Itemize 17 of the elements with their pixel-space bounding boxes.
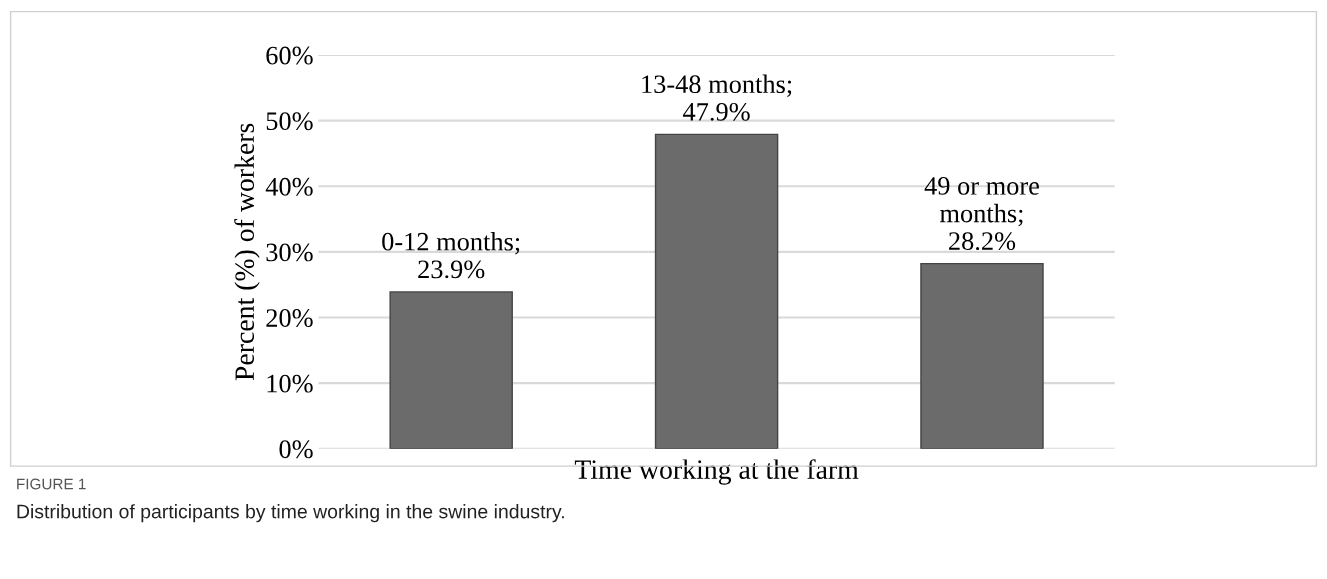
y-tick-label: 0% [279,440,313,459]
caption: FIGURE 1 [17,478,86,490]
x-axis-title: Time working at the farm [574,459,859,485]
data-label: 0-12 months; 23.9% [382,232,520,279]
y-axis-title: Percent (%) of workers [234,123,260,381]
y-tick-label: 30% [266,243,313,262]
y-tick-label: 10% [267,374,313,393]
y-tick-label: 20% [266,309,313,327]
bar [389,291,513,449]
bar [920,262,1044,449]
bar [654,133,779,449]
y-tick-label: 50% [266,112,313,131]
y-tick-label: 60% [266,46,313,65]
text: Distribution of participants by time working in the swine industry. [17,504,564,523]
data-label: 49 or more months; 28.2% [924,177,1039,251]
y-tick-label: 40% [265,177,313,196]
data-label: 13-48 months; 47.9% [642,74,792,121]
